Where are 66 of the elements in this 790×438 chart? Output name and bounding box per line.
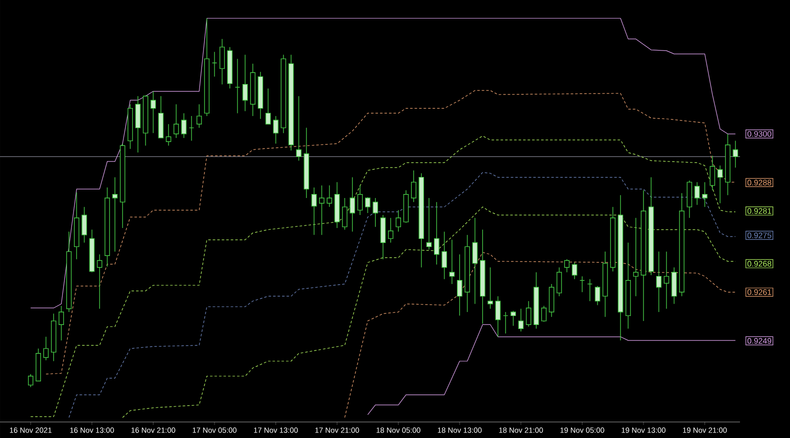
candlestick [319, 185, 324, 236]
candlestick [686, 180, 692, 218]
line-series [68, 172, 736, 418]
candlestick [188, 116, 194, 142]
candlestick [74, 192, 80, 260]
candlestick [89, 229, 95, 273]
line-series [30, 136, 736, 418]
candlestick [526, 300, 532, 327]
candlestick [456, 254, 462, 316]
candlestick [502, 312, 508, 334]
candlestick [495, 296, 501, 338]
candlestick [357, 185, 363, 216]
line-series [46, 90, 736, 374]
candlestick [166, 124, 172, 146]
candlestick [472, 218, 478, 304]
candlestick [732, 140, 738, 168]
candlestick [120, 143, 126, 228]
candlestick [602, 251, 608, 318]
candlestick [626, 242, 631, 330]
candlestick [258, 71, 264, 120]
candlestick [656, 251, 662, 312]
candlestick [717, 165, 723, 204]
candlestick [618, 194, 624, 341]
candlestick [572, 262, 578, 280]
candlestick [633, 218, 638, 297]
candlestick [380, 214, 386, 260]
candlestick [66, 231, 72, 312]
candlestick [403, 190, 409, 224]
candlestick [104, 187, 110, 267]
candlestick [112, 176, 118, 252]
line-series [30, 18, 736, 308]
candlestick [434, 202, 440, 265]
candlestick [594, 286, 600, 306]
candlestick [311, 187, 317, 236]
candlestick [442, 231, 447, 280]
line-series [344, 252, 736, 418]
candlestick [234, 58, 240, 114]
y-tick-label: 0.9281 [747, 208, 772, 214]
candlestick [96, 254, 102, 310]
candlestick [640, 190, 646, 322]
y-tick-label: 0.9288 [747, 180, 772, 186]
y-tick-label: 0.9261 [747, 289, 772, 295]
y-tick-label: 0.9249 [747, 338, 772, 344]
candlestick [350, 176, 356, 232]
candlestick [548, 284, 554, 318]
y-tick-label: 0.9300 [747, 131, 772, 137]
candlestick [334, 182, 340, 228]
y-tick-label: 0.9275 [747, 232, 772, 238]
candlestick [280, 54, 286, 134]
candlestick [710, 155, 716, 191]
line-series [122, 206, 736, 418]
candlestick [518, 308, 524, 332]
line-series [367, 324, 736, 415]
candlestick [449, 239, 455, 284]
candlestick [212, 52, 218, 78]
candlestick [142, 94, 148, 146]
candlestick [480, 229, 486, 324]
candlestick [426, 198, 432, 250]
candlestick [725, 134, 730, 196]
candlestick [43, 336, 49, 361]
candlestick [242, 54, 248, 112]
y-tick-label: 0.9268 [747, 260, 772, 267]
candlestick [664, 251, 670, 310]
candlestick [464, 234, 470, 312]
candlestick [326, 185, 332, 208]
candlestick [304, 127, 310, 198]
